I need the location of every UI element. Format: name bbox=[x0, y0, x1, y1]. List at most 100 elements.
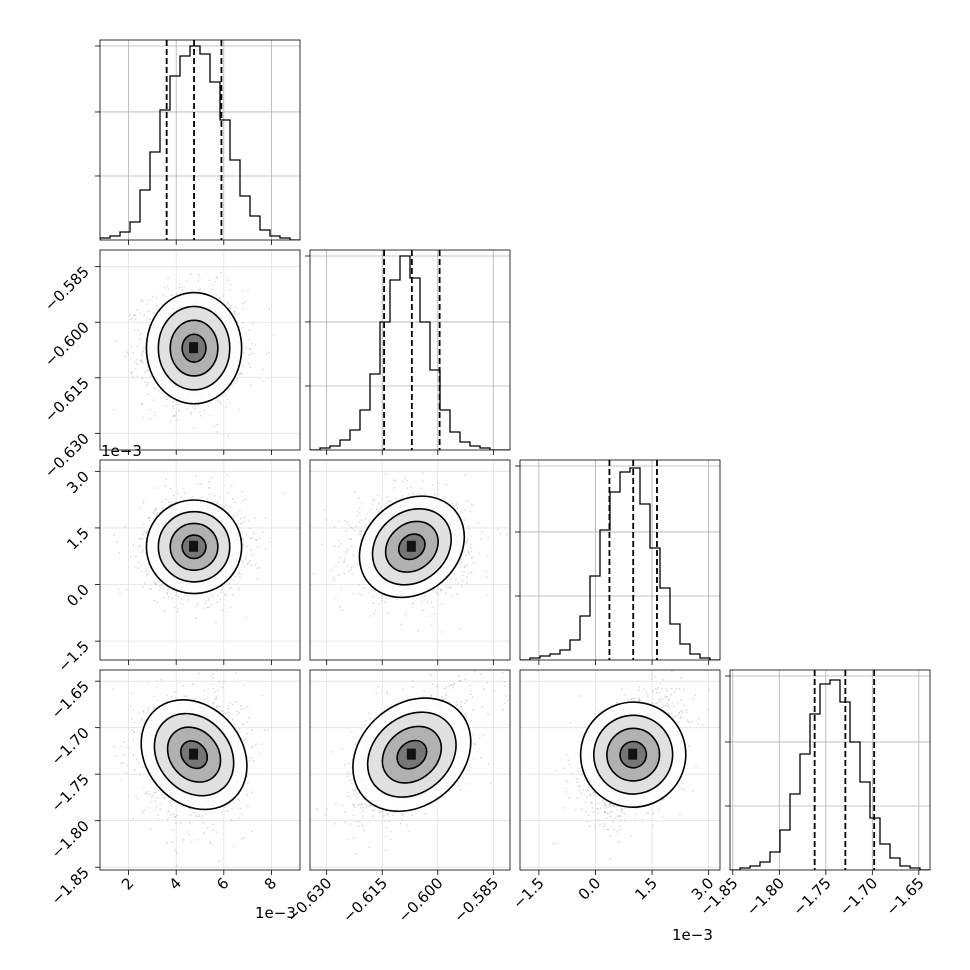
scatter-point bbox=[164, 478, 167, 481]
scatter-point bbox=[179, 602, 182, 605]
scatter-point bbox=[213, 691, 215, 694]
scatter-point bbox=[131, 375, 134, 378]
scatter-point bbox=[200, 496, 203, 498]
scatter-point bbox=[242, 365, 245, 368]
scatter-point bbox=[164, 484, 167, 487]
scatter-point bbox=[268, 308, 271, 311]
scatter-point bbox=[243, 707, 246, 710]
scatter-point bbox=[154, 414, 156, 417]
scatter-point bbox=[356, 510, 359, 513]
scatter-point bbox=[143, 719, 146, 722]
scatter-point bbox=[183, 491, 186, 494]
scatter-point bbox=[168, 816, 171, 819]
scatter-point bbox=[434, 493, 437, 495]
scatter-point bbox=[466, 564, 469, 567]
scatter-point bbox=[172, 407, 175, 410]
scatter-point bbox=[243, 516, 246, 519]
scatter-point bbox=[221, 686, 224, 689]
scatter-point bbox=[166, 592, 169, 595]
scatter-point bbox=[321, 543, 324, 546]
scatter-point bbox=[358, 521, 361, 523]
scatter-point bbox=[156, 305, 158, 308]
scatter-point bbox=[198, 411, 201, 414]
scatter-point bbox=[387, 612, 389, 614]
scatter-point bbox=[147, 369, 150, 372]
scatter-point bbox=[212, 673, 215, 675]
scatter-point bbox=[466, 539, 468, 542]
scatter-point bbox=[372, 602, 375, 604]
scatter-point bbox=[92, 334, 94, 336]
scatter-point bbox=[215, 831, 218, 833]
scatter-point bbox=[252, 531, 254, 534]
density-peak bbox=[406, 540, 416, 552]
scatter-point bbox=[202, 832, 205, 834]
scatter-point bbox=[219, 598, 222, 601]
scatter-point bbox=[169, 487, 172, 490]
scatter-point bbox=[249, 559, 252, 562]
scatter-point bbox=[359, 533, 361, 535]
scatter-point bbox=[227, 711, 230, 714]
scatter-point bbox=[255, 539, 258, 542]
scatter-point bbox=[273, 334, 275, 337]
scatter-point bbox=[346, 565, 349, 568]
scatter-point bbox=[226, 301, 229, 303]
scatter-point bbox=[198, 288, 200, 291]
scatter-point bbox=[440, 588, 443, 591]
scatter-point bbox=[222, 295, 225, 297]
scatter-point bbox=[499, 533, 502, 536]
scatter-point bbox=[188, 807, 191, 810]
scatter-point bbox=[249, 347, 252, 350]
scatter-point bbox=[190, 841, 193, 843]
scatter-point bbox=[470, 503, 473, 506]
scatter-point bbox=[223, 505, 225, 508]
scatter-point bbox=[417, 492, 420, 495]
scatter-point bbox=[351, 573, 354, 575]
scatter-point bbox=[177, 595, 180, 598]
scatter-point bbox=[451, 594, 454, 597]
scatter-point bbox=[190, 273, 192, 276]
scatter-point bbox=[156, 686, 159, 689]
scatter-point bbox=[380, 594, 383, 597]
scatter-point bbox=[423, 493, 426, 496]
scatter-point bbox=[330, 569, 333, 571]
panel-1-0 bbox=[92, 249, 301, 455]
scatter-point bbox=[175, 411, 178, 414]
scatter-point bbox=[466, 499, 469, 502]
scatter-point bbox=[134, 314, 137, 317]
scatter-point bbox=[242, 538, 245, 541]
scatter-point bbox=[163, 395, 166, 398]
scatter-point bbox=[220, 591, 223, 594]
scatter-point bbox=[463, 509, 466, 512]
scatter-point bbox=[456, 507, 459, 509]
scatter-point bbox=[431, 484, 434, 487]
scatter-point bbox=[455, 504, 458, 506]
scatter-point bbox=[353, 491, 356, 494]
scatter-point bbox=[212, 425, 215, 427]
scatter-point bbox=[347, 521, 349, 524]
scatter-point bbox=[352, 565, 354, 568]
scatter-point bbox=[220, 403, 223, 405]
scatter-point bbox=[369, 508, 372, 511]
scatter-point bbox=[175, 419, 178, 421]
scatter-point bbox=[134, 555, 137, 558]
scatter-point bbox=[170, 804, 173, 807]
scatter-point bbox=[461, 585, 464, 587]
scatter-point bbox=[144, 381, 146, 384]
scatter-point bbox=[209, 593, 212, 596]
scatter-point bbox=[141, 402, 143, 405]
scatter-point bbox=[467, 525, 470, 527]
scatter-point bbox=[155, 805, 157, 808]
scatter-point bbox=[167, 288, 170, 291]
scatter-point bbox=[215, 294, 218, 296]
scatter-point bbox=[212, 688, 215, 690]
histogram-step bbox=[520, 467, 720, 660]
scatter-point bbox=[142, 500, 145, 503]
scatter-point bbox=[140, 564, 143, 566]
scatter-point bbox=[231, 384, 233, 387]
scatter-point bbox=[141, 570, 144, 573]
scatter-point bbox=[333, 579, 336, 582]
scatter-point bbox=[252, 353, 255, 355]
scatter-point bbox=[335, 565, 337, 568]
scatter-point bbox=[256, 567, 259, 570]
